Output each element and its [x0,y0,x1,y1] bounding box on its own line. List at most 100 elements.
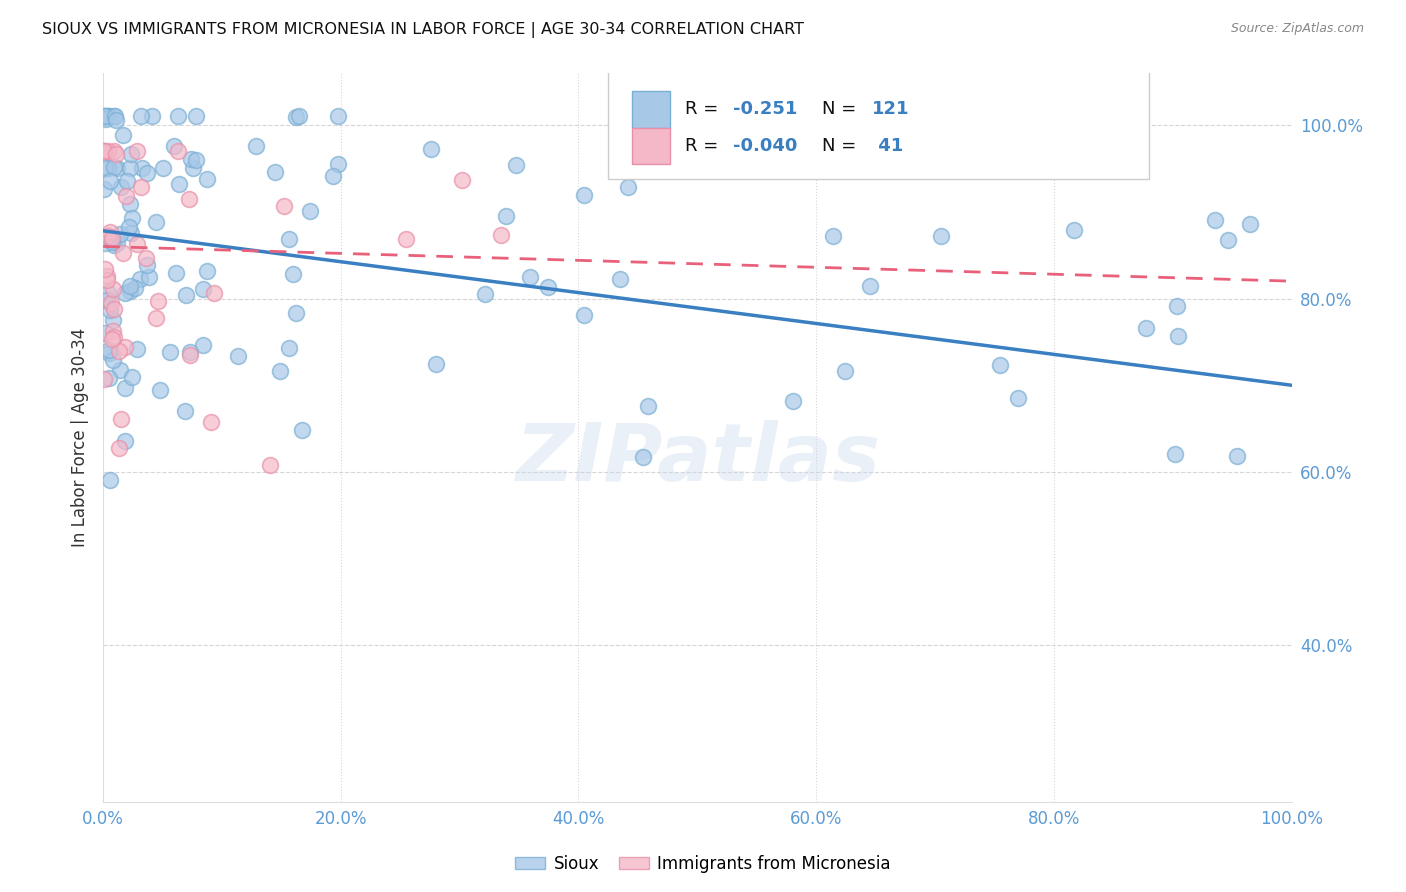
Point [114,434,136,448]
Point [108,441,131,455]
Point [127,144,149,158]
Point [519,269,541,284]
Point [141,109,163,123]
Point [200,415,222,429]
Point [631,450,654,465]
Point [1204,213,1226,227]
Legend: Sioux, Immigrants from Micronesia: Sioux, Immigrants from Micronesia [509,848,897,880]
Point [797,138,820,153]
Point [129,180,152,194]
Point [285,110,308,124]
Point [98,174,121,188]
Point [858,279,880,293]
Point [193,338,215,352]
Point [103,313,125,327]
Point [322,169,344,184]
Point [115,174,138,188]
Point [101,332,124,346]
Point [574,308,596,322]
Point [103,330,125,344]
Point [263,164,285,178]
Point [110,227,132,242]
Point [103,301,125,316]
Point [167,109,190,123]
Point [105,235,128,250]
Point [152,161,174,176]
Point [733,109,755,123]
Point [111,246,134,260]
Point [823,228,845,243]
Point [692,148,714,162]
Point [120,147,142,161]
Point [489,227,512,242]
Point [298,204,321,219]
Point [245,138,267,153]
Point [609,272,631,286]
Text: -0.040: -0.040 [733,136,797,155]
Point [105,161,128,176]
Point [163,139,186,153]
Point [191,282,214,296]
Point [179,348,201,362]
Point [94,261,117,276]
Point [101,324,124,338]
Point [97,229,120,244]
Point [195,264,218,278]
Point [174,403,197,417]
Point [834,364,856,378]
Point [572,188,595,202]
Point [98,303,121,318]
Point [291,423,314,437]
Text: 121: 121 [872,101,910,119]
Point [1166,299,1188,313]
Point [127,237,149,252]
Point [114,286,136,301]
Text: -0.251: -0.251 [733,101,797,119]
Point [167,144,190,158]
Point [118,220,141,235]
Point [115,189,138,203]
Point [121,370,143,384]
Point [135,251,157,265]
Point [425,357,447,371]
Point [97,370,120,384]
Point [103,160,125,174]
Point [195,171,218,186]
Point [929,229,952,244]
Point [96,109,118,123]
Point [637,399,659,413]
Point [138,269,160,284]
Point [93,144,115,158]
Point [103,352,125,367]
Text: Source: ZipAtlas.com: Source: ZipAtlas.com [1230,22,1364,36]
Point [93,372,115,386]
Point [93,144,115,158]
Point [120,161,142,176]
Y-axis label: In Labor Force | Age 30-34: In Labor Force | Age 30-34 [72,327,89,547]
Point [1007,391,1029,405]
Point [98,225,121,239]
Text: R =: R = [686,101,724,119]
Point [1239,217,1261,231]
Point [1063,222,1085,236]
Point [283,267,305,281]
Point [94,161,117,176]
Point [101,235,124,249]
Point [100,231,122,245]
Point [118,197,141,211]
FancyBboxPatch shape [609,70,1149,178]
Point [537,280,560,294]
Point [180,153,202,167]
Point [1226,449,1249,463]
Point [108,362,131,376]
Point [451,172,474,186]
Point [273,199,295,213]
Point [101,282,124,296]
Text: 41: 41 [872,136,903,155]
Text: SIOUX VS IMMIGRANTS FROM MICRONESIA IN LABOR FORCE | AGE 30-34 CORRELATION CHART: SIOUX VS IMMIGRANTS FROM MICRONESIA IN L… [42,22,804,38]
Point [121,211,143,225]
Point [617,180,640,194]
Point [179,345,201,359]
Point [419,143,441,157]
Point [114,381,136,395]
